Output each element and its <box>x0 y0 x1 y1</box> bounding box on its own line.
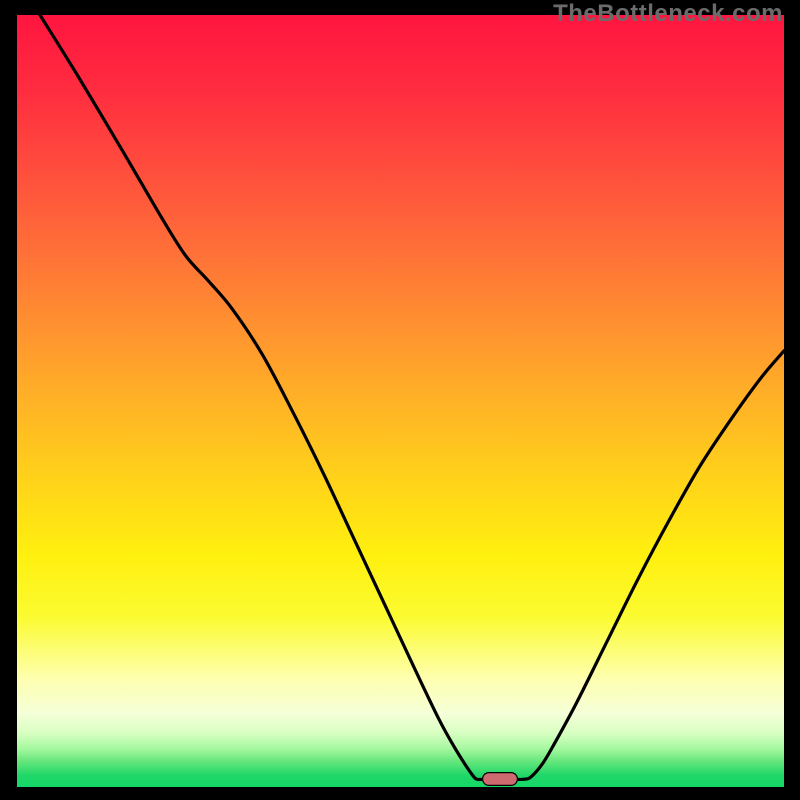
chart-container: TheBottleneck.com <box>0 0 800 800</box>
optimal-marker <box>482 772 518 786</box>
watermark-text: TheBottleneck.com <box>553 0 783 28</box>
bottleneck-curve <box>40 15 784 780</box>
curve-layer <box>0 0 800 800</box>
